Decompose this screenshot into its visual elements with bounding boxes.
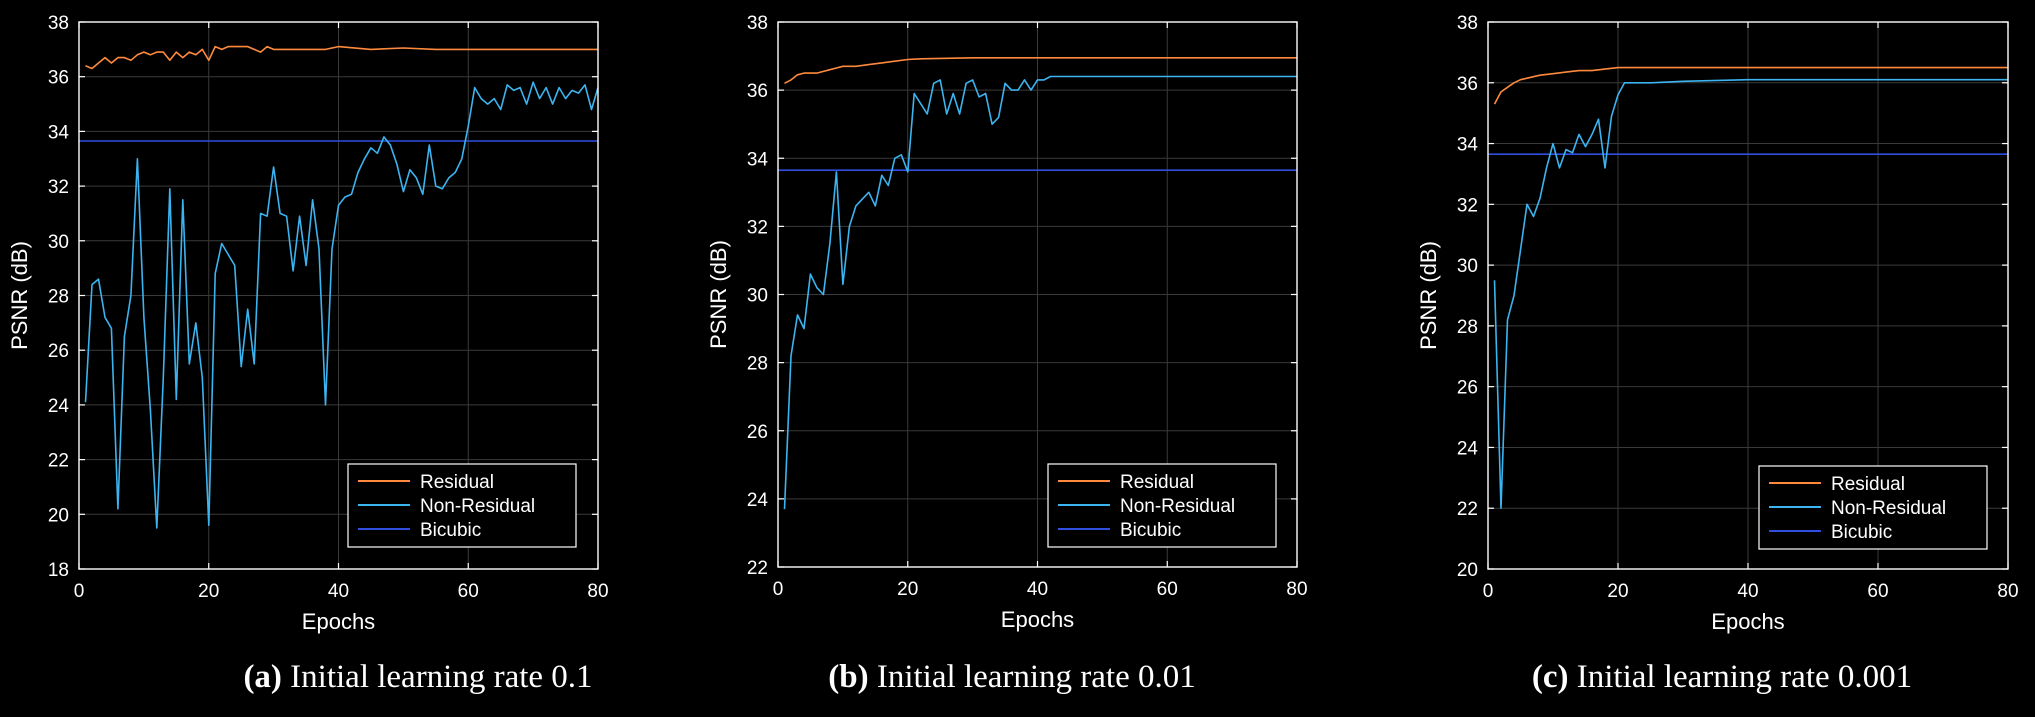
- x-tick-label: 80: [587, 581, 608, 602]
- y-tick-label: 24: [48, 396, 70, 417]
- y-tick-label: 26: [48, 341, 69, 362]
- legend-label-residual: Residual: [1120, 472, 1194, 493]
- y-tick-label: 32: [48, 177, 69, 198]
- legend-label-bicubic: Bicubic: [1120, 520, 1181, 541]
- caption-a-text: Initial learning rate 0.1: [281, 659, 593, 695]
- y-tick-label: 36: [747, 81, 768, 102]
- y-tick-label: 34: [1457, 135, 1479, 156]
- series-line-residual: [784, 56, 1297, 85]
- x-tick-label: 40: [1737, 581, 1758, 602]
- x-tick-label: 60: [1867, 581, 1888, 602]
- x-tick-label: 0: [1483, 581, 1494, 602]
- y-tick-label: 22: [1457, 499, 1478, 520]
- caption-c: (c) Initial learning rate 0.001: [1372, 652, 2035, 702]
- x-tick-label: 60: [458, 581, 479, 602]
- y-axis-label: PSNR (dB): [706, 240, 731, 349]
- x-tick-label: 20: [1607, 581, 1628, 602]
- y-tick-label: 24: [1457, 438, 1479, 459]
- x-tick-label: 80: [1286, 579, 1307, 600]
- y-axis-label: PSNR (dB): [7, 241, 32, 350]
- legend-label-residual: Residual: [1831, 474, 1905, 495]
- x-tick-label: 40: [328, 581, 349, 602]
- legend-label-non-residual: Non-Residual: [1831, 498, 1946, 519]
- y-tick-label: 28: [747, 354, 768, 375]
- y-tick-label: 32: [747, 217, 768, 238]
- x-tick-label: 0: [74, 581, 85, 602]
- x-tick-label: 20: [198, 581, 219, 602]
- y-tick-label: 26: [1457, 378, 1478, 399]
- series-line-non-residual: [1493, 78, 2008, 510]
- y-tick-label: 20: [1457, 560, 1478, 581]
- x-tick-label: 0: [773, 579, 784, 600]
- series-line-residual: [85, 45, 598, 70]
- x-axis-label: Epochs: [302, 609, 375, 634]
- series-line-non-residual: [84, 81, 599, 529]
- caption-b-text: Initial learning rate 0.01: [868, 659, 1196, 695]
- x-tick-label: 80: [1997, 581, 2018, 602]
- legend-label-residual: Residual: [420, 472, 494, 493]
- caption-a-tag: (a): [243, 659, 282, 695]
- caption-c-text: Initial learning rate 0.001: [1568, 659, 1913, 695]
- chart-panel-1: 0 20 40 60 80 18 20 22 24 26 28 30 32 34 36 38 Epochs PSN…: [7, 13, 609, 634]
- y-tick-label: 36: [1457, 74, 1478, 95]
- y-tick-label: 34: [48, 122, 70, 143]
- y-tick-label: 38: [747, 13, 768, 34]
- x-tick-label: 40: [1027, 579, 1048, 600]
- y-tick-label: 22: [747, 558, 768, 579]
- legend: Residual Non-Residual Bicubic: [1047, 463, 1277, 548]
- legend-label-non-residual: Non-Residual: [1120, 496, 1235, 517]
- legend-label-non-residual: Non-Residual: [420, 496, 535, 517]
- y-tick-label: 34: [747, 149, 769, 170]
- y-tick-label: 24: [747, 490, 769, 511]
- series-line-non-residual: [783, 75, 1297, 510]
- y-tick-label: 28: [1457, 317, 1478, 338]
- x-tick-label: 60: [1157, 579, 1178, 600]
- caption-c-tag: (c): [1531, 659, 1569, 695]
- x-tick-label: 20: [897, 579, 918, 600]
- x-axis-label: Epochs: [1711, 609, 1784, 634]
- caption-a: (a) Initial learning rate 0.1: [68, 652, 768, 702]
- caption-b: (b) Initial learning rate 0.01: [662, 652, 1362, 702]
- y-tick-label: 28: [48, 287, 69, 308]
- y-tick-label: 20: [48, 505, 69, 526]
- x-axis-label: Epochs: [1001, 607, 1074, 632]
- y-tick-label: 36: [48, 68, 69, 89]
- legend: Residual Non-Residual Bicubic: [1758, 465, 1988, 550]
- y-tick-label: 22: [48, 451, 69, 472]
- legend: Residual Non-Residual Bicubic: [347, 463, 577, 548]
- chart-panel-2: 0 20 40 60 80 22 24 26 28 30 32 34 36 38 Epochs PSNR (d…: [706, 13, 1308, 632]
- y-tick-label: 32: [1457, 195, 1478, 216]
- y-tick-label: 30: [747, 286, 768, 307]
- series-line-residual: [1493, 66, 2008, 105]
- chart-panel-3: 0 20 40 60 8020222426283032343638EpochsPSNR …: [1416, 13, 2019, 634]
- y-tick-label: 38: [48, 13, 69, 34]
- y-axis-label: PSNR (dB): [1416, 241, 1441, 350]
- y-tick-label: 30: [1457, 256, 1478, 277]
- legend-label-bicubic: Bicubic: [420, 520, 481, 541]
- y-tick-label: 26: [747, 422, 768, 443]
- caption-b-tag: (b): [828, 659, 869, 695]
- y-tick-label: 30: [48, 232, 69, 253]
- legend-label-bicubic: Bicubic: [1831, 522, 1892, 543]
- y-tick-label: 18: [48, 560, 69, 581]
- y-tick-label: 38: [1457, 13, 1478, 34]
